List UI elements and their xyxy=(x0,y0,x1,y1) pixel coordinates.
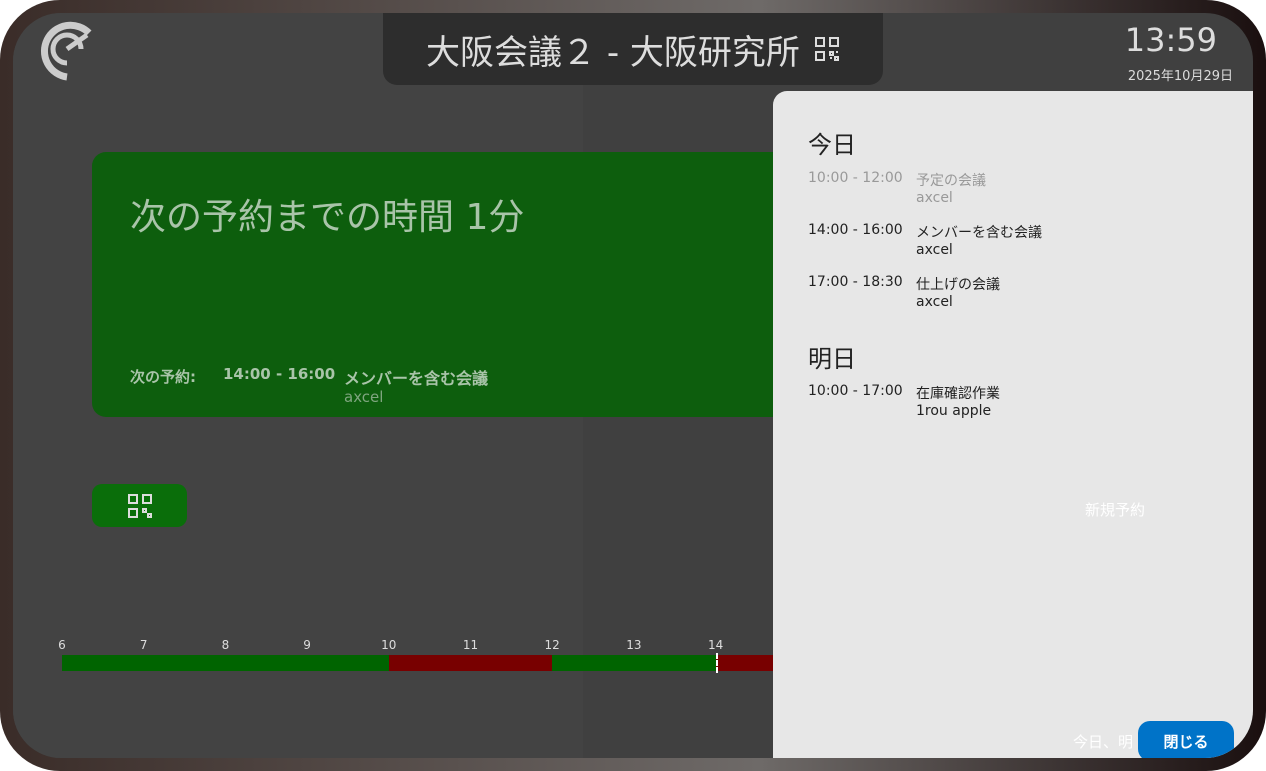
list-item: 10:00 - 17:00 在庫確認作業 1rou apple xyxy=(808,383,1228,423)
event-org: 1rou apple xyxy=(916,403,992,419)
now-marker xyxy=(715,653,718,673)
event-time: 14:00 - 16:00 xyxy=(808,222,903,238)
busy-segment xyxy=(388,655,553,671)
screen: 大阪会議２ - 大阪研究所 13:59 2025年10月29日 次の予約までの時… xyxy=(13,13,1253,758)
next-time: 14:00 - 16:00 xyxy=(223,365,336,383)
schedule-panel: 今日 10:00 - 12:00 予定の会議 axcel 14:00 - 16:… xyxy=(773,91,1253,758)
next-title: メンバーを含む会議 xyxy=(344,369,489,388)
list-item: 10:00 - 12:00 予定の会議 axcel xyxy=(808,170,1228,210)
room-title-bar: 大阪会議２ - 大阪研究所 xyxy=(383,13,883,85)
event-time: 10:00 - 17:00 xyxy=(808,383,903,399)
event-title: 在庫確認作業 xyxy=(916,386,1000,402)
event-time: 17:00 - 18:30 xyxy=(808,274,903,290)
list-item: 17:00 - 18:30 仕上げの会議 axcel xyxy=(808,274,1228,314)
status-card: 次の予約までの時間 1分 次の予約: 14:00 - 16:00 メンバーを含む… xyxy=(92,152,792,417)
clock-logo-icon xyxy=(40,21,92,81)
today-heading: 今日 xyxy=(808,131,856,159)
event-org: axcel xyxy=(916,294,953,310)
free-segment xyxy=(552,655,716,671)
hour-tick: 10 xyxy=(381,638,397,652)
free-segment xyxy=(62,655,389,671)
hour-tick: 11 xyxy=(462,638,479,652)
qr-button[interactable] xyxy=(92,484,187,527)
event-time: 10:00 - 12:00 xyxy=(808,170,903,186)
hour-tick: 7 xyxy=(139,638,148,652)
close-button[interactable]: 閉じる xyxy=(1138,721,1234,758)
next-org: axcel xyxy=(344,388,384,406)
today-tomorrow-label: 今日、明 xyxy=(1073,733,1134,751)
event-org: axcel xyxy=(916,190,953,206)
tomorrow-heading: 明日 xyxy=(808,345,856,373)
hour-tick: 13 xyxy=(626,638,642,652)
qr-code-icon xyxy=(127,493,152,518)
list-item: 14:00 - 16:00 メンバーを含む会議 axcel xyxy=(808,222,1228,262)
room-title: 大阪会議２ - 大阪研究所 xyxy=(426,32,800,73)
hour-tick: 9 xyxy=(303,638,311,652)
qr-code-icon[interactable] xyxy=(814,36,840,62)
status-message: 次の予約までの時間 1分 xyxy=(130,197,525,238)
clock: 13:59 xyxy=(1124,21,1217,59)
hour-tick: 12 xyxy=(544,638,560,652)
event-org: axcel xyxy=(916,242,953,258)
event-title: メンバーを含む会議 xyxy=(916,225,1042,241)
hour-tick: 6 xyxy=(58,638,66,652)
event-title: 仕上げの会議 xyxy=(916,277,1000,293)
event-title: 予定の会議 xyxy=(916,173,986,189)
date: 2025年10月29日 xyxy=(1127,69,1233,84)
hour-tick: 14 xyxy=(707,638,724,652)
new-booking-label: 新規予約 xyxy=(1085,501,1146,519)
hour-tick: 8 xyxy=(221,638,230,652)
next-label: 次の予約: xyxy=(130,368,196,386)
